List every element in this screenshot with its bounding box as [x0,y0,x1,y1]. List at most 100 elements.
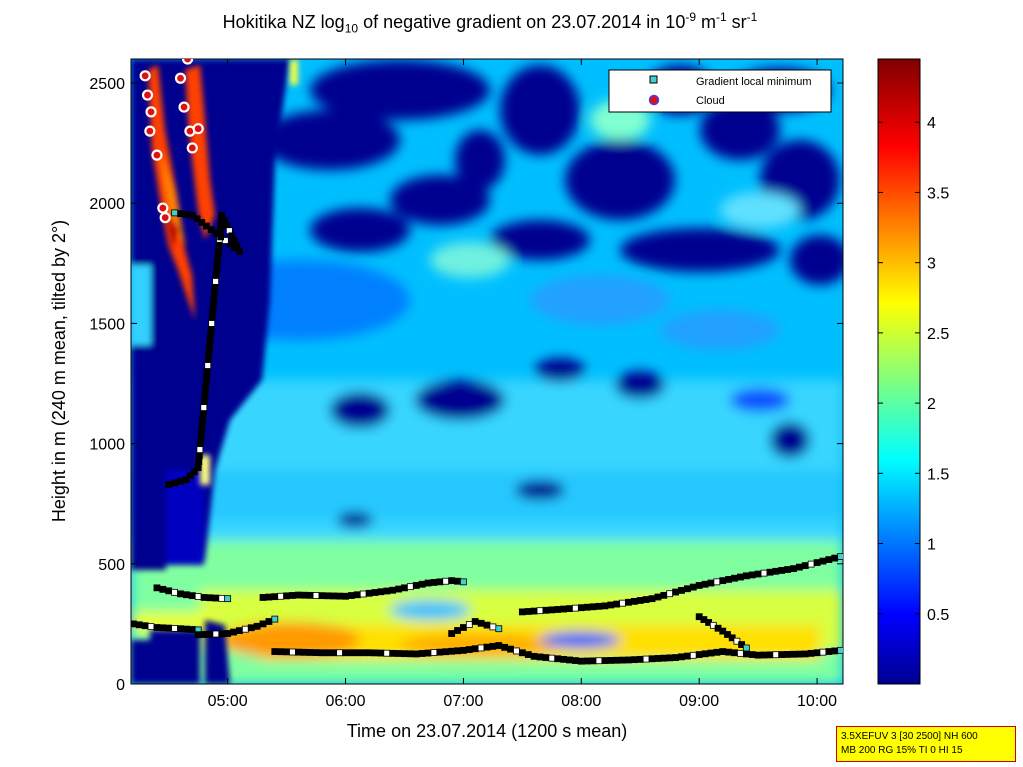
gradient-min-marker [247,624,255,632]
cloud-marker [178,101,190,113]
gradient-min-marker [660,654,668,662]
y-tick-label-5: 2500 [89,76,125,93]
gradient-min-marker [530,607,538,615]
x-tick-label-1: 06:00 [326,693,366,710]
gradient-min-marker [359,590,367,598]
gradient-min-marker [471,618,479,625]
gradient-min-marker [613,656,621,664]
gradient-min-marker [183,211,190,218]
info-box: 3.5XEFUV 3 [30 2500] NH 600 MB 200 RG 15… [836,726,1016,762]
gradient-min-marker [165,624,173,632]
gradient-min-marker [324,649,332,657]
y-tick-label-2: 1000 [89,437,125,454]
gradient-min-marker [819,557,827,565]
gradient-min-marker [619,656,626,664]
gradient-min-marker [193,215,201,223]
gradient-min-marker [198,428,205,435]
gradient-min-marker [683,585,691,593]
cloud-marker [192,123,204,135]
gradient-min-marker [742,650,750,658]
gradient-min-marker [731,649,738,657]
gradient-min-marker [190,468,198,476]
gradient-min-marker [253,622,261,630]
gradient-min-marker [589,657,597,665]
gradient-min-marker [790,650,797,658]
gradient-min-marker [200,404,208,411]
gradient-min-marker [778,651,786,658]
gradient-min-marker [825,648,833,655]
gradient-min-marker [795,563,803,571]
gradient-min-marker [199,416,207,423]
gradient-min-marker [209,308,217,315]
gradient-min-marker [209,301,217,309]
gradient-min-marker [801,650,809,658]
gradient-min-marker [701,580,709,588]
plot-frame [130,58,844,685]
gradient-min-marker [554,655,562,663]
gradient-min-marker [742,572,750,580]
gradient-min-marker [177,210,184,218]
gradient-min-marker [200,594,208,601]
gradient-min-marker [418,650,426,657]
gradient-min-marker [306,649,314,656]
gradient-min-marker [306,591,314,599]
gradient-min-marker [572,604,579,612]
gradient-min-marker [294,591,302,599]
gradient-min-marker [548,654,556,662]
cloud-marker [141,89,154,101]
gradient-min-marker [483,621,491,629]
gradient-min-marker [241,625,249,633]
colorbar-tick-label-2: 1.5 [927,466,949,483]
gradient-min-marker [359,649,367,657]
gradient-min-marker [202,380,210,387]
gradient-min-marker [630,597,638,605]
gradient-min-marker [188,626,196,633]
gradient-min-marker [153,624,161,631]
gradient-min-marker [195,452,203,460]
gradient-min-marker [353,649,361,657]
gradient-min-marker [813,649,821,657]
gradient-min-marker [536,653,544,661]
gradient-min-marker [188,211,196,219]
gradient-min-marker [204,356,212,363]
gradient-min-marker [206,630,214,638]
gradient-min-marker [418,580,426,588]
gradient-min-marker [454,577,461,585]
y-tick-label-0: 0 [116,677,125,694]
colorbar: 0.5 1 1.5 2 2.5 3 3.5 4 [877,58,949,685]
gradient-min-marker [224,630,232,637]
gradient-min-marker [177,477,184,485]
gradient-min-marker [666,590,674,598]
gradient-min-marker [807,649,815,657]
x-tick-label-2: 07:00 [443,693,483,710]
gradient-min-marker [784,566,791,573]
gradient-min-marker [217,223,225,231]
gradient-min-marker [200,631,208,638]
gradient-min-marker [336,592,344,600]
gradient-min-marker [689,651,697,659]
gradient-min-marker [289,648,296,656]
gradient-min-marker [737,649,744,657]
gradient-min-marker [207,332,214,339]
gradient-min-marker [548,606,556,614]
gradient-min-marker [625,656,632,664]
info-line-2: MB 200 RG 15% TI 0 HI 15 [841,745,963,756]
gradient-min-marker [572,657,579,664]
gradient-min-marker [589,603,597,611]
gradient-min-marker [271,648,279,655]
gradient-min-marker [131,620,137,628]
gradient-min-marker [196,446,204,454]
legend-label-cloud: Cloud [696,95,725,107]
gradient-min-marker [436,648,444,656]
cloud-marker [181,59,194,65]
gradient-min-marker [742,644,750,652]
x-axis-label: Time on 23.07.2014 (1200 s mean) [347,721,628,741]
gradient-min-marker [577,604,585,612]
gradient-min-marker [583,603,591,611]
gradient-min-marker [265,618,273,625]
gradient-min-marker [221,237,229,244]
gradient-min-marker [754,570,762,578]
gradient-min-marker [207,326,215,333]
colorbar-tick-label-5: 3 [927,256,936,273]
gradient-min-marker [330,592,338,600]
